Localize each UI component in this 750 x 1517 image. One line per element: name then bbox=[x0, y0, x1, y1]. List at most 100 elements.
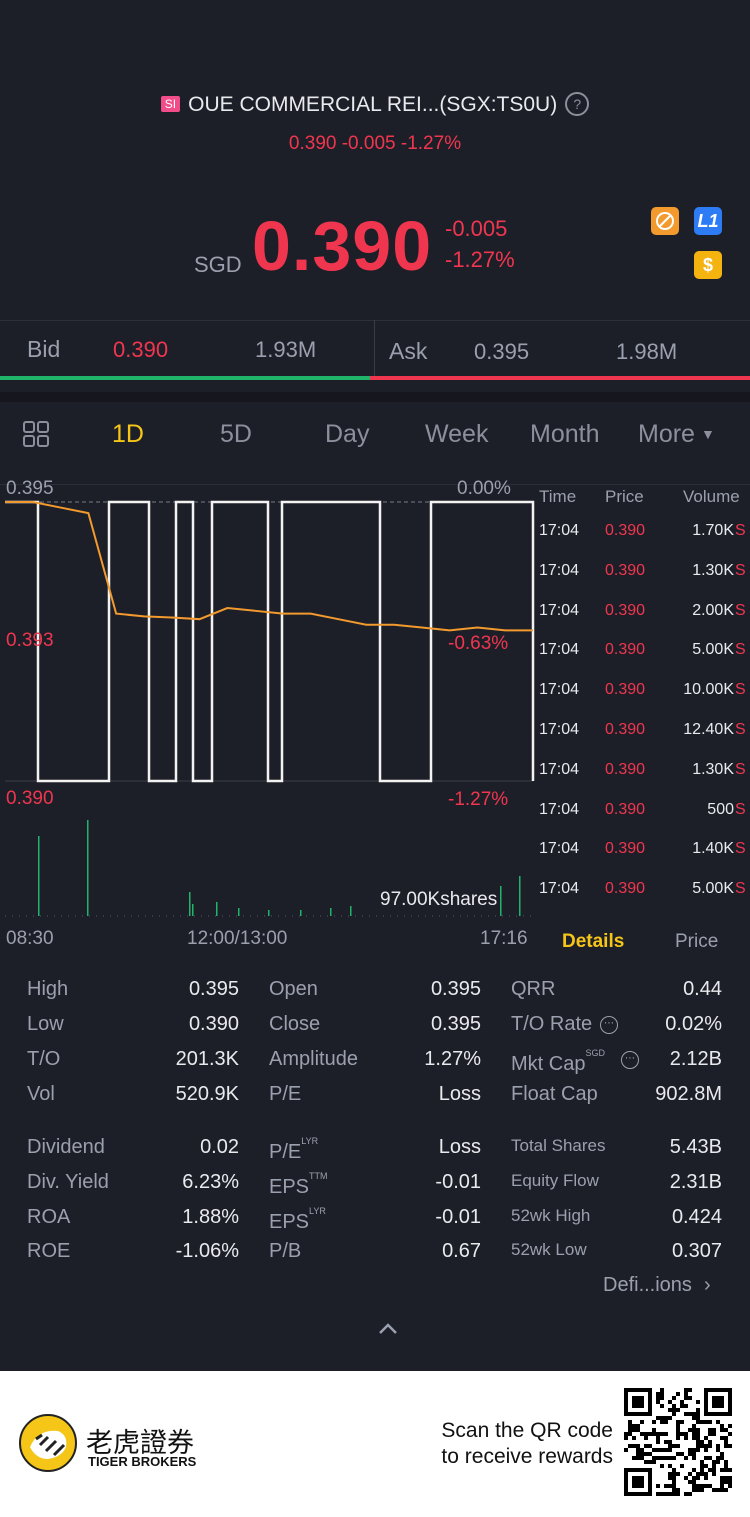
price-change: -0.005 bbox=[445, 216, 508, 241]
tab-week[interactable]: Week bbox=[425, 420, 489, 448]
detail-value: 0.02% bbox=[665, 1013, 722, 1035]
dollar-icon[interactable]: $ bbox=[694, 251, 722, 279]
tab-more-label: More bbox=[638, 420, 695, 448]
currency-label: SGD bbox=[194, 252, 242, 277]
bid-ask-divider bbox=[374, 320, 375, 376]
x-label-start: 08:30 bbox=[6, 928, 54, 949]
detail-label-text: P/E bbox=[269, 1083, 302, 1105]
pct-label-top: 0.00% bbox=[457, 478, 511, 499]
detail-value: 520.9K bbox=[175, 1083, 239, 1105]
detail-label: QRR bbox=[511, 978, 555, 1001]
tick-time: 17:04 bbox=[539, 840, 580, 858]
detail-label: ROA bbox=[27, 1206, 70, 1229]
tab-more[interactable]: More ▼ bbox=[638, 420, 715, 449]
volume-bar bbox=[38, 836, 40, 916]
chart-tabs-bar bbox=[0, 392, 750, 485]
detail-label-text: ROE bbox=[27, 1240, 71, 1262]
tick-volume: 2.00K bbox=[692, 601, 734, 619]
tick-header-price: Price bbox=[605, 487, 644, 506]
tick-time: 17:04 bbox=[539, 721, 580, 738]
tab-5d[interactable]: 5D bbox=[220, 420, 252, 448]
detail-label: T/O bbox=[27, 1048, 60, 1071]
tick-time: 17:04 bbox=[539, 681, 580, 699]
detail-value: 6.23% bbox=[182, 1171, 239, 1193]
volume-bar bbox=[500, 886, 502, 916]
tick-price: 0.390 bbox=[605, 800, 646, 818]
volume-bar bbox=[350, 906, 352, 916]
tick-side: S bbox=[735, 760, 746, 778]
y-label-mid: 0.393 bbox=[6, 630, 54, 651]
tiger-logo bbox=[18, 1413, 78, 1478]
volume-bar bbox=[519, 876, 521, 916]
chevron-up-icon[interactable] bbox=[377, 1322, 399, 1341]
detail-label-text: P/E bbox=[269, 1141, 302, 1163]
tab-price[interactable]: Price bbox=[675, 931, 719, 952]
tick-volume: 1.70K bbox=[692, 522, 734, 539]
qr-code[interactable] bbox=[624, 1388, 732, 1496]
header-subline: 0.390 -0.005 -1.27% bbox=[288, 133, 462, 154]
stock-name: OUE COMMERCIAL REI...(SGX:TS0U) bbox=[188, 93, 558, 116]
detail-value: 1.88% bbox=[182, 1206, 239, 1228]
tab-details[interactable]: Details bbox=[562, 931, 625, 952]
grid-icon[interactable] bbox=[23, 421, 50, 453]
price-change-percent: -1.27% bbox=[445, 247, 515, 272]
detail-value: 0.390 bbox=[188, 1013, 239, 1035]
tick-price: 0.390 bbox=[605, 840, 646, 858]
detail-label-text: Open bbox=[269, 978, 318, 1000]
tick-side: S bbox=[735, 601, 746, 619]
detail-value: -1.06% bbox=[175, 1240, 239, 1262]
tick-side: S bbox=[735, 641, 746, 659]
tick-volume: 1.40K bbox=[692, 840, 734, 858]
intraday-chart[interactable] bbox=[0, 474, 535, 924]
tab-1d[interactable]: 1D bbox=[112, 420, 144, 448]
detail-label-text: Equity Flow bbox=[511, 1171, 599, 1190]
tick-price: 0.390 bbox=[605, 760, 646, 778]
tick-volume: 5.00K bbox=[692, 641, 734, 659]
detail-value: 1.27% bbox=[424, 1048, 481, 1070]
detail-value: 0.395 bbox=[430, 1013, 481, 1035]
ask-volume-bar bbox=[370, 376, 750, 380]
average-price-line bbox=[5, 501, 533, 632]
tick-side: S bbox=[735, 522, 746, 539]
tick-header-time: Time bbox=[539, 487, 577, 506]
tick-volume: 5.00K bbox=[692, 880, 734, 898]
detail-label-superscript: LYR bbox=[309, 1206, 326, 1216]
tick-volume: 500 bbox=[707, 800, 734, 818]
help-icon[interactable]: ? bbox=[565, 92, 590, 116]
stock-title[interactable]: SI OUE COMMERCIAL REI...(SGX:TS0U)? bbox=[0, 92, 750, 117]
volume-bar bbox=[189, 892, 191, 916]
market-badge: SI bbox=[160, 96, 181, 112]
detail-value: 2.31B bbox=[669, 1171, 722, 1193]
detail-label: Total Shares bbox=[511, 1136, 606, 1156]
detail-label-text: Low bbox=[27, 1013, 64, 1035]
detail-label: EPSTTM bbox=[269, 1171, 328, 1199]
definitions-link[interactable]: Defi...ions › bbox=[603, 1274, 711, 1297]
definitions-label: Defi...ions bbox=[603, 1274, 692, 1296]
tick-side: S bbox=[735, 681, 746, 699]
detail-label-text: Dividend bbox=[27, 1136, 105, 1158]
detail-label: P/ELYR bbox=[269, 1136, 318, 1164]
tab-month[interactable]: Month bbox=[530, 420, 600, 448]
tick-side: S bbox=[735, 840, 746, 858]
detail-label-text: T/O bbox=[27, 1048, 61, 1070]
detail-value: 0.395 bbox=[430, 978, 481, 1000]
scan-line-2: to receive rewards bbox=[441, 1445, 613, 1468]
bid-size: 1.93M bbox=[255, 337, 317, 362]
detail-label: Vol bbox=[27, 1083, 55, 1106]
detail-label-text: EPS bbox=[269, 1176, 310, 1198]
detail-value: 0.424 bbox=[671, 1206, 722, 1228]
stock-details: High 0.395 Low 0.390 T/O 201.3K Vol 520.9K Divid… bbox=[0, 978, 750, 1298]
y-label-bottom: 0.390 bbox=[6, 788, 54, 809]
level1-icon[interactable]: L1 bbox=[694, 207, 722, 235]
no-short-icon[interactable] bbox=[651, 207, 679, 235]
info-icon[interactable]: ⋯ bbox=[621, 1051, 639, 1069]
promo-footer: 老虎證券 TIGER BROKERS Scan the QR code to r… bbox=[0, 1371, 750, 1517]
detail-label-superscript: TTM bbox=[309, 1171, 328, 1181]
detail-label-text: 52wk Low bbox=[511, 1240, 587, 1259]
tab-day[interactable]: Day bbox=[325, 420, 370, 448]
brand-cn: 老虎證券 bbox=[86, 1428, 194, 1459]
chevron-right-icon: › bbox=[703, 1274, 711, 1296]
detail-label: T/O Rate bbox=[511, 1013, 592, 1036]
info-icon[interactable]: ⋯ bbox=[600, 1016, 618, 1034]
detail-label-text: Vol bbox=[27, 1083, 55, 1105]
